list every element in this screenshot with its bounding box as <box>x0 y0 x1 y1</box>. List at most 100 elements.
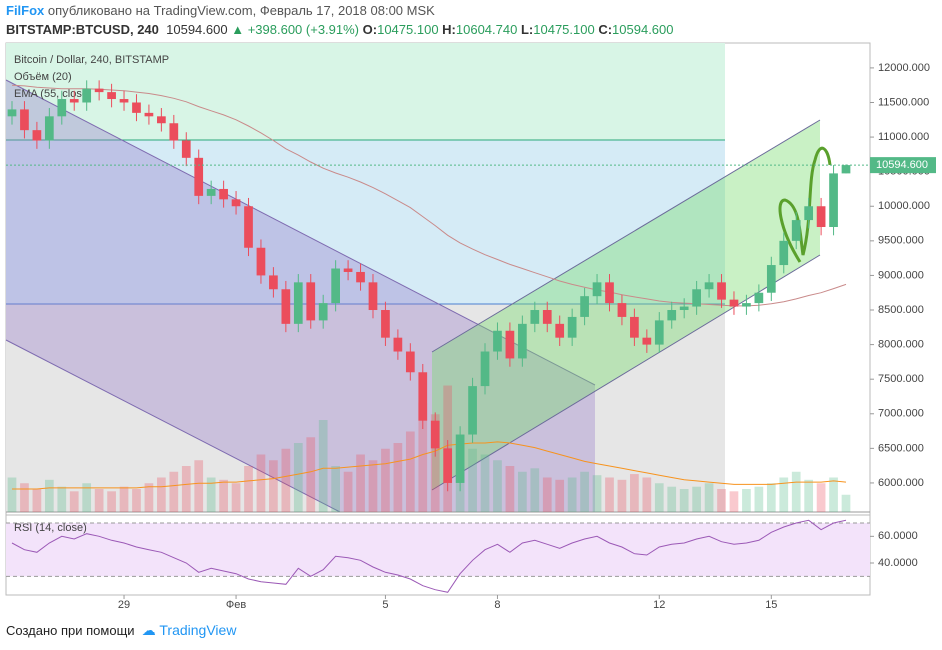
candle-body <box>518 323 527 359</box>
volume-bar <box>57 486 67 512</box>
volume-bar <box>181 466 191 512</box>
volume-bar <box>617 479 627 512</box>
brand: TradingView <box>159 622 237 638</box>
candle-body <box>804 206 814 221</box>
volume-bar <box>32 489 42 512</box>
candle-body <box>630 316 639 338</box>
candle-body <box>605 282 614 304</box>
rsi-line <box>11 519 847 593</box>
candle-body <box>405 351 415 373</box>
volume-bar <box>692 486 701 512</box>
volume-bar <box>381 448 390 512</box>
candle-body <box>206 188 216 196</box>
volume-ma-line <box>12 441 847 490</box>
ema-line <box>11 84 847 307</box>
candle-body <box>729 299 739 307</box>
x-tick-label: 15 <box>765 599 777 611</box>
candle-body <box>841 165 851 174</box>
candle-body <box>107 92 116 100</box>
y-tick-label: 9500.000 <box>878 235 924 247</box>
published: опубликовано на TradingView.com, Февраль… <box>47 3 435 18</box>
candle-body <box>57 99 67 117</box>
x-tick-label: 5 <box>382 599 388 611</box>
candle-body <box>692 289 701 307</box>
volume-bar <box>791 471 801 512</box>
candle-body <box>530 310 540 324</box>
x-tick-label: 29 <box>118 599 130 611</box>
volume-bar <box>630 474 639 512</box>
volume-bar <box>841 494 851 512</box>
volume-bar <box>7 477 17 512</box>
volume-bar <box>44 479 54 512</box>
candle-body <box>766 265 776 293</box>
candle-body <box>493 330 502 352</box>
rsi-band <box>6 523 870 577</box>
volume-bar <box>779 477 789 512</box>
candle-body <box>32 130 42 141</box>
x-tick-label: 12 <box>653 599 665 611</box>
candle-body <box>194 157 204 196</box>
volume-bar <box>704 483 714 512</box>
candle-body <box>418 372 428 421</box>
volume-bar <box>94 489 104 512</box>
volume-bar <box>119 486 129 512</box>
y-tick-label: 9000.000 <box>878 269 924 281</box>
rsi-title: RSI (14, close) <box>14 522 87 534</box>
y-tick-label: 6000.000 <box>878 477 924 489</box>
candle-body <box>742 303 751 307</box>
symbol: BITSTAMP:BTCUSD, 240 <box>6 22 159 37</box>
y-tick-label: 11500.000 <box>878 96 929 108</box>
volume-bar <box>816 483 826 512</box>
candle-body <box>368 282 378 311</box>
candle-body <box>256 247 266 276</box>
volume-bar <box>592 475 602 512</box>
volume-bar <box>405 431 415 512</box>
volume-bar <box>256 454 266 512</box>
candle-body <box>679 306 689 311</box>
volume-bar <box>555 479 565 512</box>
volume-bar <box>107 491 116 512</box>
volume-bar <box>318 420 328 512</box>
volume-bar <box>679 489 689 512</box>
candle-body <box>443 448 453 483</box>
volume-bar <box>480 454 490 512</box>
ohlc: O:10475.100 H:10604.740 L:10475.100 C:10… <box>363 22 674 37</box>
volume-bar <box>766 483 776 512</box>
candle-body <box>580 296 589 317</box>
volume-bar <box>293 443 303 512</box>
volume-bar <box>132 489 141 512</box>
y-tick-label: 11000.000 <box>878 131 929 143</box>
candle-body <box>119 99 129 103</box>
candle-body <box>829 173 838 228</box>
y-tick-label: 10000.000 <box>878 200 930 212</box>
y-tick-label: 12000.000 <box>878 62 930 74</box>
volume-bar <box>356 454 365 512</box>
volume-bar <box>331 466 340 512</box>
volume-bar <box>430 414 440 512</box>
ohlc-value: 10594.600 <box>612 22 674 37</box>
candle-body <box>343 268 353 272</box>
volume-bar <box>157 477 166 512</box>
ohlc-label: H: <box>442 22 456 37</box>
volume-bar <box>393 443 403 512</box>
volume-bar <box>530 468 540 512</box>
candle-body <box>132 102 141 113</box>
volume-bar <box>206 477 216 512</box>
zone-blue <box>6 140 725 304</box>
candle-body <box>169 123 179 141</box>
candle-body <box>82 88 92 103</box>
candle-body <box>567 316 577 338</box>
volume-bar <box>144 483 154 512</box>
volume-bar <box>244 466 253 512</box>
candle-body <box>754 292 764 304</box>
candle-body <box>779 240 789 266</box>
candle-body <box>480 351 490 387</box>
ohlc-label: L: <box>520 22 534 37</box>
ema-legend: EMA (55, close) <box>14 88 92 100</box>
up-arrow: ▲ <box>231 22 245 37</box>
volume-bar <box>169 471 179 512</box>
brand-icon: ☁ <box>141 622 156 638</box>
volume-bar <box>642 477 652 512</box>
